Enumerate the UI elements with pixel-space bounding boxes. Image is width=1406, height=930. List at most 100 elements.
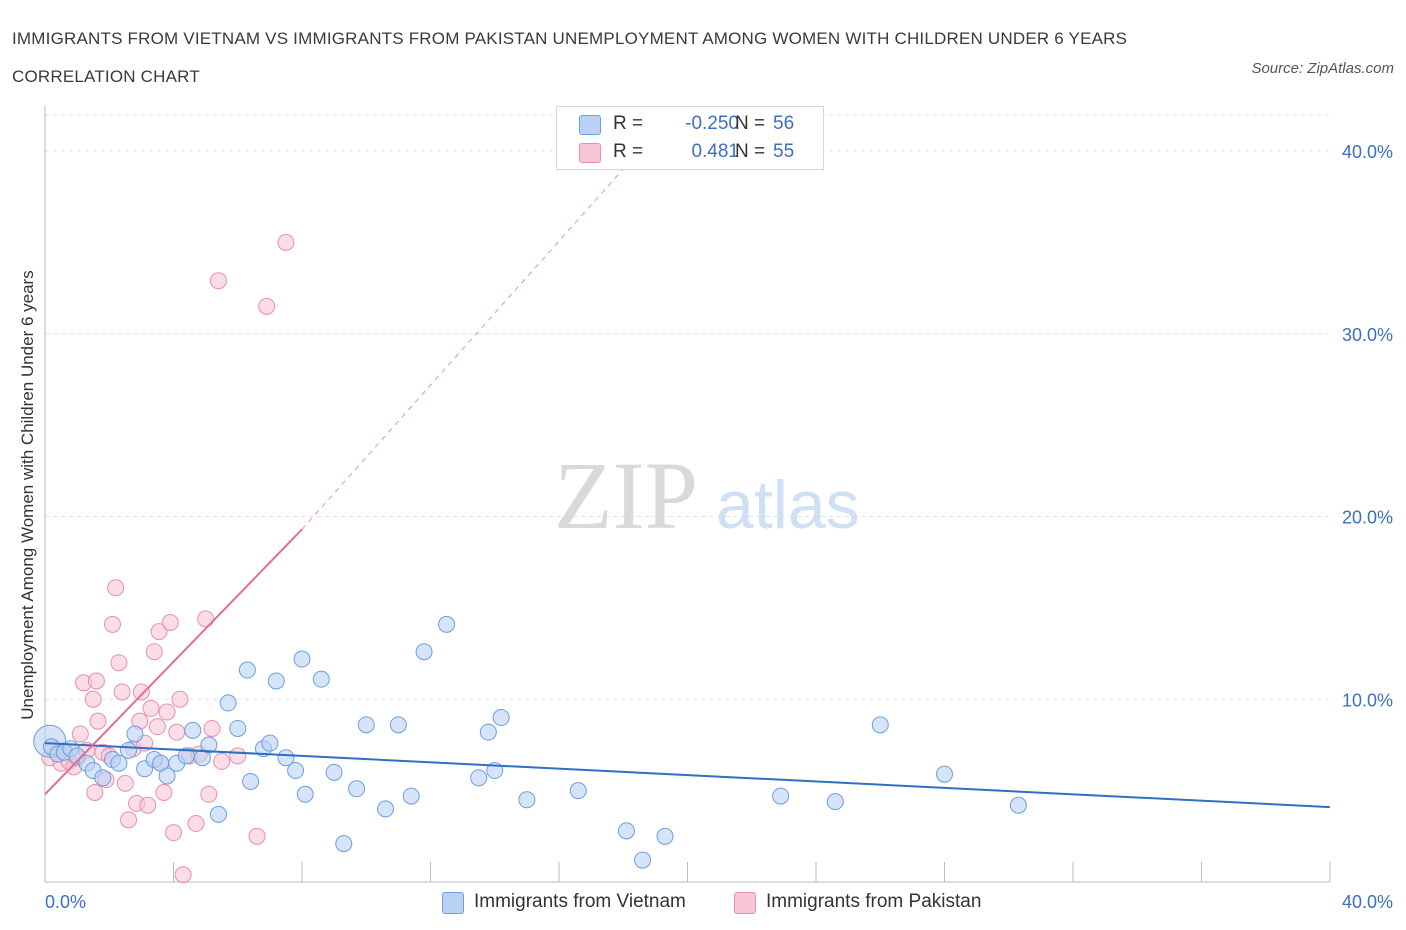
y-tick-label: 30.0% — [1342, 325, 1393, 345]
vietnam-point — [296, 785, 314, 803]
vietnam-point — [219, 694, 237, 712]
watermark-zip: ZIP — [554, 442, 698, 549]
pakistan-point — [165, 824, 182, 842]
vietnam-point — [438, 615, 456, 633]
legend-swatch-vietnam — [442, 892, 464, 914]
pakistan-point — [103, 615, 121, 633]
legend-r-value-pakistan: 0.481 — [691, 141, 739, 162]
pakistan-point — [171, 690, 189, 708]
vietnam-point — [277, 749, 295, 767]
vietnam-point — [335, 835, 353, 853]
grid-lines — [45, 114, 1330, 700]
pakistan-point — [86, 783, 104, 801]
source-label: Source: ZipAtlas.com — [1251, 60, 1394, 77]
pakistan-point — [213, 752, 231, 770]
legend-r-value-vietnam: -0.250 — [685, 113, 739, 134]
pakistan-point — [174, 866, 192, 884]
vietnam-point — [518, 791, 536, 809]
pakistan-point — [200, 785, 218, 803]
pakistan-point — [110, 654, 128, 672]
vietnam-point — [377, 800, 395, 818]
y-tick-label: 10.0% — [1342, 690, 1393, 710]
legend-r-label: R = — [613, 141, 644, 162]
legend-n-label: N = — [735, 113, 766, 134]
pakistan-point — [87, 672, 105, 690]
vietnam-point — [470, 769, 488, 787]
pakistan-point — [197, 610, 215, 628]
pakistan-trend-extension — [301, 150, 640, 530]
vietnam-point — [126, 725, 144, 743]
legend-swatch-vietnam — [579, 115, 601, 135]
legend-n-value-pakistan: 55 — [773, 141, 795, 162]
vietnam-point — [826, 793, 844, 811]
vietnam-point — [357, 716, 375, 734]
vietnam-point — [267, 672, 285, 690]
vietnam-point — [617, 822, 635, 840]
legend-label-vietnam: Immigrants from Vietnam — [474, 891, 686, 912]
pakistan-point — [107, 579, 125, 597]
vietnam-point — [402, 787, 420, 805]
y-tick-label: 40.0% — [1342, 142, 1393, 162]
pakistan-point — [113, 683, 131, 701]
watermark-atlas: atlas — [716, 467, 860, 543]
pakistan-point — [145, 643, 163, 661]
vietnam-point — [287, 762, 305, 780]
pakistan-point — [142, 699, 160, 717]
x-tick-label: 0.0% — [45, 892, 86, 912]
vietnam-point — [325, 763, 343, 781]
vietnam-point — [261, 734, 279, 752]
trend-lines — [44, 150, 1331, 809]
vietnam-points — [33, 615, 1027, 869]
vietnam-point — [312, 670, 330, 688]
x-tick-labels: 0.0% 40.0% — [45, 892, 1393, 912]
vietnam-point — [200, 736, 218, 754]
vietnam-point — [389, 716, 407, 734]
chart-title: IMMIGRANTS FROM VIETNAM VS IMMIGRANTS FR… — [12, 29, 1128, 86]
vietnam-point — [634, 851, 652, 869]
pakistan-point — [148, 718, 166, 736]
pakistan-point — [71, 725, 89, 743]
pakistan-trend-line — [44, 528, 303, 795]
vietnam-point — [936, 765, 953, 783]
vietnam-point — [492, 709, 510, 727]
pakistan-point — [139, 796, 157, 814]
pakistan-point — [132, 683, 150, 701]
pakistan-point — [84, 690, 102, 708]
vietnam-point — [120, 741, 138, 759]
vietnam-point — [238, 661, 256, 679]
legend-swatch-pakistan — [579, 143, 601, 163]
vietnam-point — [656, 827, 674, 845]
axes — [44, 105, 1331, 883]
pakistan-point — [168, 723, 186, 741]
pakistan-point — [248, 827, 266, 845]
pakistan-point — [120, 811, 138, 829]
vietnam-point — [871, 716, 889, 734]
vietnam-point — [242, 772, 260, 790]
legend-label-pakistan: Immigrants from Pakistan — [766, 891, 982, 912]
legend-n-value-vietnam: 56 — [773, 113, 795, 134]
y-tick-label: 20.0% — [1342, 508, 1393, 528]
pakistan-point — [161, 613, 179, 631]
vietnam-point — [184, 721, 202, 739]
pakistan-point — [116, 774, 134, 792]
pakistan-point — [203, 719, 221, 737]
pakistan-point — [277, 233, 295, 251]
vietnam-trend-line — [44, 742, 1331, 809]
legend-n-label: N = — [735, 141, 766, 162]
legend-r-label: R = — [613, 113, 644, 134]
vietnam-point — [158, 767, 176, 785]
pakistan-point — [158, 703, 176, 721]
pakistan-point — [229, 747, 247, 765]
pakistan-point — [89, 712, 107, 730]
pakistan-point — [187, 815, 205, 833]
pakistan-point — [155, 783, 173, 801]
vietnam-point — [293, 650, 311, 668]
correlation-legend: R = -0.250 N = 56 R = 0.481 N = 55 — [556, 106, 824, 170]
x-tick-label: 40.0% — [1342, 892, 1393, 912]
pakistan-point — [258, 297, 276, 315]
vietnam-point — [569, 782, 587, 800]
vietnam-point — [110, 754, 128, 772]
vietnam-point — [209, 805, 227, 823]
vietnam-point — [415, 643, 433, 661]
vietnam-point — [479, 723, 497, 741]
